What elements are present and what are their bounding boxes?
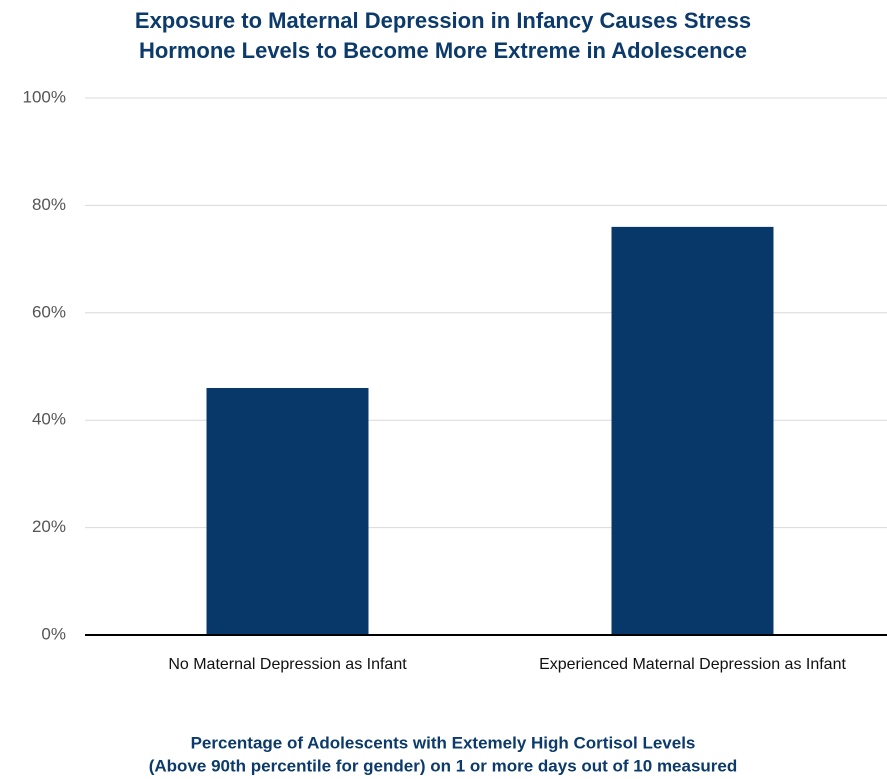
chart-title: Hormone Levels to Become More Extreme in… [139, 38, 747, 63]
y-tick-label: 100% [23, 87, 66, 106]
x-tick-label: Experienced Maternal Depression as Infan… [539, 656, 846, 673]
y-tick-label: 20% [32, 517, 66, 536]
y-tick-label: 0% [41, 624, 66, 643]
y-tick-label: 40% [32, 410, 66, 429]
x-tick-label: No Maternal Depression as Infant [168, 656, 407, 673]
x-axis-label: Percentage of Adolescents with Extemely … [191, 733, 696, 752]
bar [206, 387, 369, 635]
bar [611, 226, 774, 635]
y-tick-label: 60% [32, 302, 66, 321]
x-axis-label: (Above 90th percentile for gender) on 1 … [149, 756, 738, 775]
chart-title: Exposure to Maternal Depression in Infan… [135, 8, 751, 33]
y-tick-label: 80% [32, 195, 66, 214]
